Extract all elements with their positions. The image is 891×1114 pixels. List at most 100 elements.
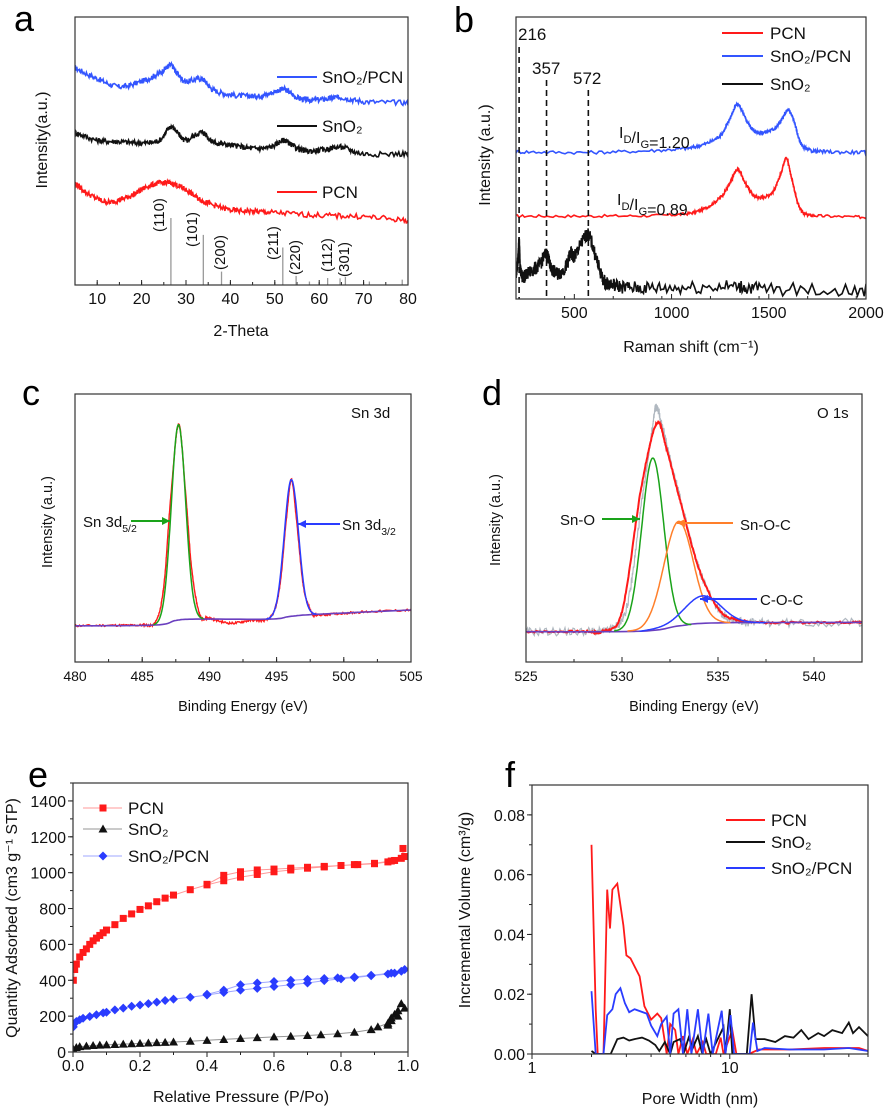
y-tick-label: 1000: [30, 866, 66, 883]
legend-label: SnO₂: [322, 117, 363, 136]
x-tick-label: 70: [355, 291, 373, 308]
data-point: [236, 985, 245, 995]
ratio-annotation: ID/IG=0.89: [617, 192, 688, 219]
data-point: [396, 999, 406, 1008]
data-point: [85, 1011, 95, 1021]
panel-letter: b: [454, 0, 474, 40]
marker-label: 572: [573, 69, 601, 88]
x-tick-label: 30: [177, 291, 195, 308]
peak-label: Sn 3d3/2: [342, 517, 396, 538]
data-point: [161, 894, 169, 902]
legend-label: SnO₂/PCN: [771, 859, 852, 878]
y-axis-title: Intensity (a.u.): [488, 474, 504, 566]
data-point: [386, 1016, 396, 1025]
panel-e: e 0.0 0.2 0.4 0.6 0.8 1.0 0 200 400 600 800 1000 1200…: [4, 754, 419, 1106]
peak-label: Sn 3d5/2: [83, 514, 137, 535]
text-part: =0.89: [647, 202, 688, 219]
plot-area: [73, 844, 408, 1052]
region-title: O 1s: [817, 405, 849, 422]
data-point: [78, 1013, 88, 1023]
peak-label: Sn-O: [560, 512, 595, 529]
data-point: [350, 861, 358, 869]
data-point: [371, 859, 378, 867]
data-point: [286, 975, 296, 985]
y-tick-label: 0.04: [494, 927, 525, 944]
text-part: /I: [632, 130, 641, 147]
data-point: [333, 1029, 343, 1038]
arrowhead-icon: [677, 519, 685, 527]
x-tick-label: 485: [131, 668, 155, 684]
data-point: [119, 914, 127, 922]
y-axis-title: Intensity(a.u.): [34, 92, 51, 189]
data-point: [320, 862, 328, 870]
x-tick-label: 0.0: [62, 1058, 84, 1075]
data-point: [91, 1010, 101, 1020]
legend-label: PCN: [322, 183, 358, 202]
peak-label: C-O-C: [760, 592, 803, 609]
text-part: Sn 3d: [83, 514, 122, 531]
subscript: 3/2: [381, 526, 396, 538]
data-point: [128, 910, 136, 918]
series-line: [516, 101, 866, 157]
data-point: [99, 804, 107, 812]
legend-label: SnO₂: [770, 75, 811, 94]
data-point: [236, 980, 245, 990]
plot-frame: [531, 784, 869, 1055]
data-point: [79, 948, 87, 956]
data-point: [98, 824, 108, 833]
hkl-label: (220): [287, 240, 304, 275]
x-tick-label: 1500: [751, 305, 787, 322]
fit-component: [627, 520, 731, 632]
text-part: I: [619, 125, 623, 142]
plot-frame: [74, 16, 409, 286]
peak-label: Sn-O-C: [740, 517, 791, 534]
subscript: G: [640, 139, 649, 151]
data-point: [316, 1030, 326, 1039]
panel-letter: f: [505, 754, 516, 795]
hkl-label: (101): [184, 212, 201, 247]
panel-f: f 1 10 0.00 0.02 0.04 0.06 0.08 Pore Width (nm) I…: [457, 754, 869, 1108]
data-point: [170, 891, 177, 899]
marker-label: 216: [518, 25, 546, 44]
x-tick-label: 495: [265, 668, 289, 684]
data-point: [143, 999, 153, 1009]
series-line: [75, 178, 408, 225]
series-line: [590, 994, 868, 1054]
x-tick-label: 505: [399, 668, 423, 684]
x-tick-label: 10: [721, 1060, 739, 1077]
y-tick-label: 0.02: [494, 987, 525, 1004]
data-point: [111, 921, 119, 929]
series-line: [75, 123, 408, 160]
data-point: [270, 865, 278, 873]
x-axis-title: 2-Theta: [213, 323, 268, 340]
y-axis-title: Quantity Adsorbed (cm3 g⁻¹ STP): [4, 798, 21, 1038]
y-axis-title: Intensity (a.u.): [477, 104, 494, 205]
data-point: [220, 877, 228, 885]
y-tick-label: 600: [39, 937, 66, 954]
x-tick-label: 525: [514, 668, 538, 684]
region-title: Sn 3d: [351, 405, 390, 422]
series-line: [75, 60, 408, 107]
data-point: [319, 973, 329, 983]
data-point: [333, 973, 343, 983]
legend-label: SnO₂/PCN: [128, 847, 209, 866]
data-point: [304, 863, 311, 871]
y-axis-title: Incremental Volume (cm³/g): [457, 812, 474, 1009]
series-line: [516, 228, 866, 299]
y-tick-label: 1200: [30, 830, 66, 847]
data-point: [399, 844, 407, 852]
plot-frame: [72, 782, 409, 1053]
data-point: [98, 851, 108, 861]
x-tick-label: 0.2: [129, 1058, 151, 1075]
legend-label: PCN: [770, 24, 806, 43]
data-point: [393, 1011, 403, 1020]
fit-component: [266, 478, 317, 620]
x-tick-label: 0.8: [330, 1058, 352, 1075]
data-point: [237, 868, 244, 876]
data-point: [269, 977, 279, 987]
data-point: [152, 1038, 162, 1047]
panel-b: b 500 1000 1500 2000 Raman shift (cm⁻¹) Intens…: [454, 0, 884, 356]
x-tick-label: 1.0: [397, 1058, 419, 1075]
x-tick-label: 1000: [654, 305, 690, 322]
